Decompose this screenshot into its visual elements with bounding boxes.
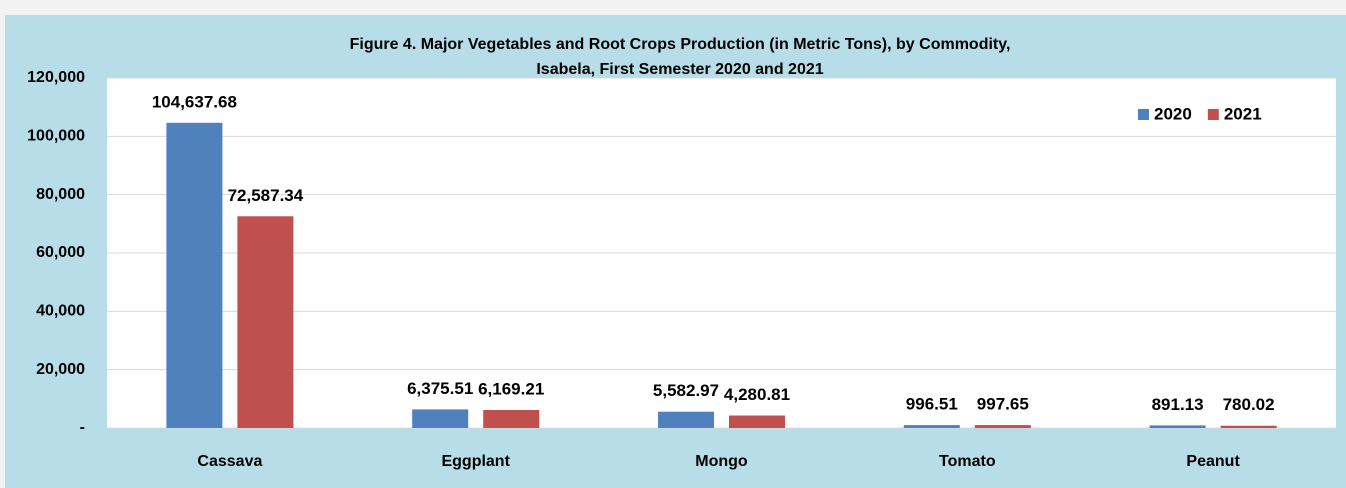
data-label: 891.13 <box>1152 395 1204 414</box>
bar <box>1149 425 1206 428</box>
bar <box>237 216 294 428</box>
x-tick-label: Cassava <box>197 453 262 470</box>
x-tick-label: Tomato <box>939 453 996 470</box>
legend-swatch <box>1207 109 1219 120</box>
bar <box>729 415 785 428</box>
chart-title: Figure 4. Major Vegetables and Root Crop… <box>350 36 1011 53</box>
y-tick-label: - <box>80 419 85 436</box>
y-tick-label: 60,000 <box>36 244 85 261</box>
data-label: 6,169.21 <box>478 379 544 398</box>
bar <box>658 411 714 428</box>
bar <box>1220 425 1277 428</box>
y-tick-label: 40,000 <box>36 303 85 320</box>
legend-label: 2021 <box>1224 104 1262 123</box>
data-label: 780.02 <box>1223 395 1275 414</box>
y-tick-label: 120,000 <box>27 69 85 86</box>
bar <box>166 122 223 429</box>
data-label: 6,375.51 <box>407 379 473 398</box>
data-label: 5,582.97 <box>653 381 719 400</box>
x-tick-label: Eggplant <box>441 453 510 470</box>
data-label: 104,637.68 <box>152 92 237 111</box>
y-tick-label: 20,000 <box>36 361 85 378</box>
y-tick-label: 80,000 <box>36 186 85 203</box>
y-tick-label: 100,000 <box>27 128 85 145</box>
legend-label: 2020 <box>1154 104 1192 123</box>
chart-title: Isabela, First Semester 2020 and 2021 <box>536 61 823 78</box>
data-label: 4,280.81 <box>724 385 790 404</box>
bar <box>412 409 469 428</box>
bar <box>903 425 960 428</box>
data-label: 997.65 <box>977 395 1029 414</box>
bar <box>483 410 540 428</box>
x-tick-label: Mongo <box>695 453 748 470</box>
data-label: 72,587.34 <box>228 186 304 205</box>
data-label: 996.51 <box>906 395 958 414</box>
bar <box>974 425 1031 428</box>
legend-swatch <box>1138 109 1149 120</box>
x-tick-label: Peanut <box>1186 453 1240 470</box>
